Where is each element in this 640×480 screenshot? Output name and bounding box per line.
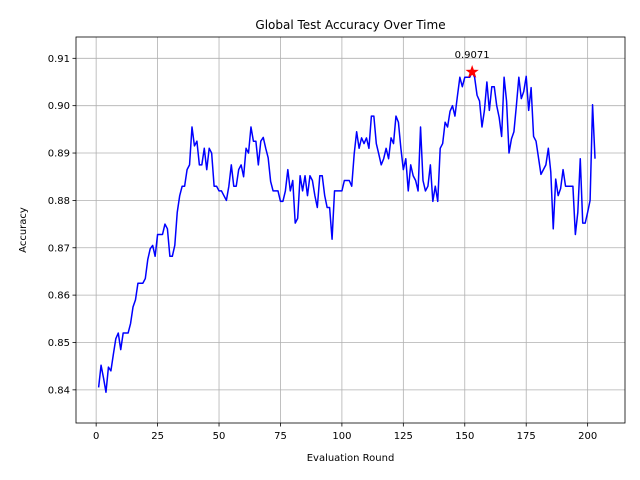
x-tick-label: 200	[578, 431, 597, 442]
y-tick-label: 0.86	[48, 291, 70, 302]
x-tick-label: 100	[332, 431, 351, 442]
x-tick-label: 50	[213, 431, 226, 442]
x-tick-label: 175	[517, 431, 536, 442]
y-tick-label: 0.85	[48, 338, 70, 349]
y-tick-label: 0.87	[48, 243, 70, 254]
x-tick-label: 125	[394, 431, 413, 442]
accuracy-line	[97, 71, 596, 393]
y-tick-label: 0.88	[48, 196, 70, 207]
max-accuracy-star-marker	[465, 65, 479, 78]
x-tick-label: 75	[274, 431, 287, 442]
x-tick-label: 150	[455, 431, 474, 442]
y-axis-ticks: 0.84 0.85 0.86 0.87 0.88 0.89 0.90 0.91	[48, 54, 76, 396]
axes-frame	[75, 36, 626, 424]
y-tick-label: 0.90	[48, 101, 70, 112]
y-tick-label: 0.91	[48, 54, 70, 65]
plot-area: 0.9071	[97, 50, 596, 393]
x-tick-label: 0	[93, 431, 99, 442]
y-tick-label: 0.84	[48, 385, 70, 396]
x-tick-label: 25	[151, 431, 164, 442]
y-tick-label: 0.89	[48, 149, 70, 160]
grid	[76, 37, 625, 423]
x-axis-ticks: 0 25 50 75 100 125 150 175 200	[93, 423, 597, 442]
y-axis-label: Accuracy	[18, 207, 29, 253]
chart-title: Global Test Accuracy Over Time	[255, 18, 445, 32]
x-axis-label: Evaluation Round	[307, 453, 395, 464]
max-accuracy-annotation: 0.9071	[455, 50, 490, 61]
